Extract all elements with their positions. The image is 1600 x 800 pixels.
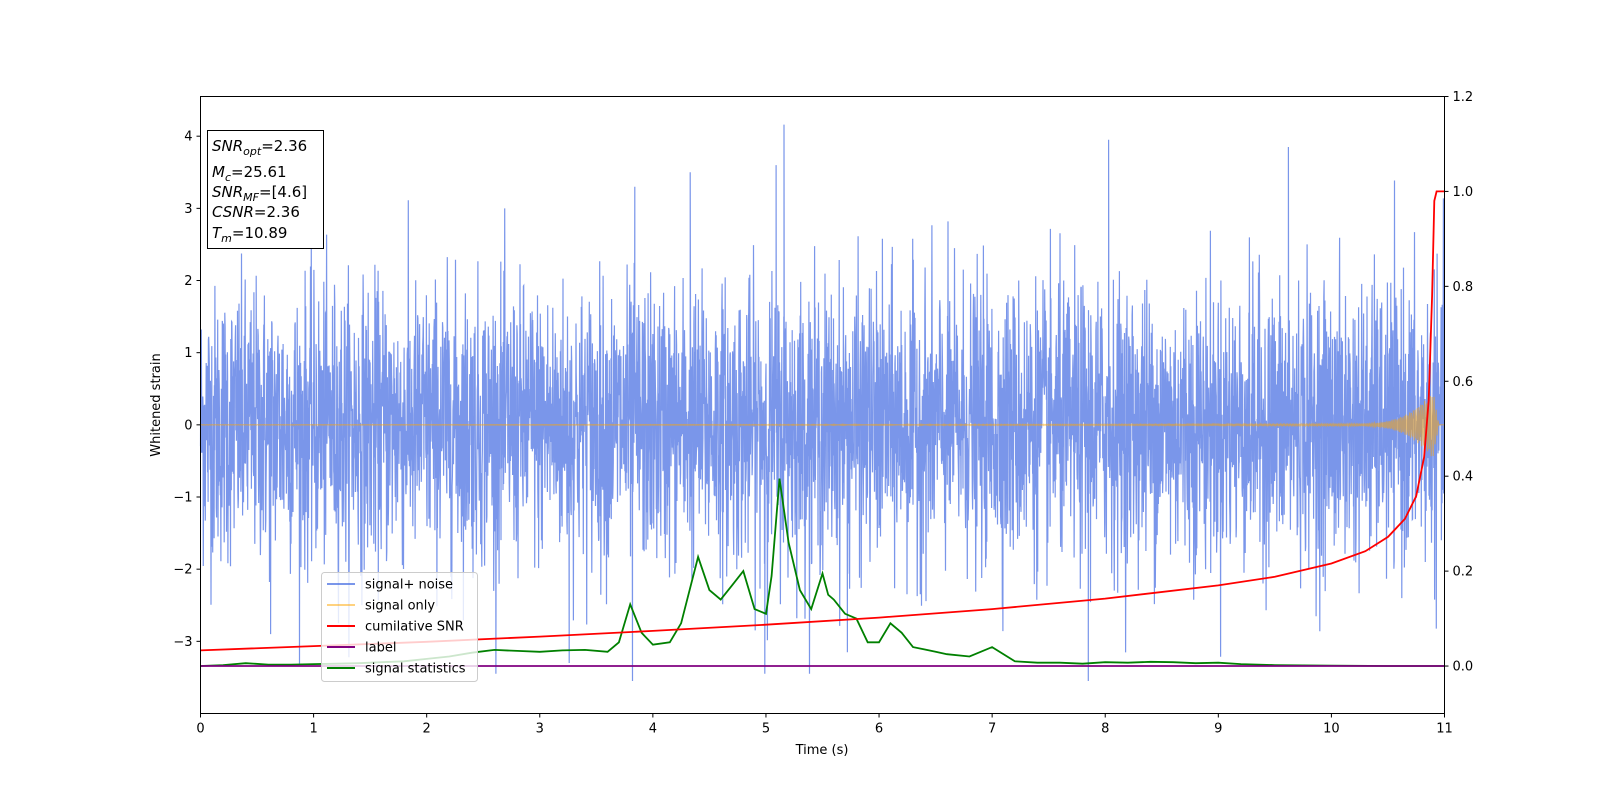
snr-opt-text: SNRopt=2.36 xyxy=(212,137,307,158)
y-axis-right: 1.2 1.0 0.8 0.6 0.4 0.2 0.0 xyxy=(1444,90,1474,675)
x-tick-label: 11 xyxy=(1436,722,1453,737)
x-tick-label: 4 xyxy=(649,722,657,737)
x-tick-label: 10 xyxy=(1323,722,1340,737)
y2-tick-label: 1.2 xyxy=(1453,90,1474,105)
y2-tick-label: 0.0 xyxy=(1453,660,1474,675)
x-tick-label: 2 xyxy=(423,722,431,737)
x-tick-label: 6 xyxy=(875,722,883,737)
annotation-box: SNRopt=2.36 Mc=25.61 SNRMF=[4.6] CSNR=2.… xyxy=(207,130,324,249)
x-axis-label: Time (s) xyxy=(795,743,849,758)
legend: signal+ noise signal only cumilative SNR… xyxy=(321,572,478,682)
y-tick-label: 3 xyxy=(184,202,192,217)
x-tick-label: 9 xyxy=(1214,722,1222,737)
x-tick-label: 3 xyxy=(536,722,544,737)
x-tick-label: 7 xyxy=(988,722,996,737)
y-tick-label: −1 xyxy=(173,491,192,506)
y-axis-label: Whitened strain xyxy=(149,353,164,456)
legend-label-label: label xyxy=(365,641,396,656)
y-tick-label: 1 xyxy=(184,346,192,361)
series-signal-only xyxy=(200,395,1445,457)
series-signal-noise xyxy=(199,124,1446,682)
legend-label-signal-statistics: signal statistics xyxy=(365,662,466,677)
x-tick-label: 1 xyxy=(309,722,317,737)
series-cumilative-snr xyxy=(200,190,1445,652)
tm-text: Tm=10.89 xyxy=(212,224,287,245)
y-axis-left: 4 3 2 1 0 −1 −2 −3 xyxy=(173,130,201,650)
mc-text: Mc=25.61 xyxy=(212,163,287,184)
y-tick-label: −2 xyxy=(173,563,192,578)
x-tick-label: 8 xyxy=(1101,722,1109,737)
y-tick-label: 2 xyxy=(184,274,192,289)
csnr-text: CSNR=2.36 xyxy=(212,203,300,221)
y2-tick-label: 0.4 xyxy=(1453,470,1474,485)
legend-label-signal-noise: signal+ noise xyxy=(365,578,453,593)
y2-tick-label: 1.0 xyxy=(1453,185,1474,200)
y2-tick-label: 0.8 xyxy=(1453,280,1474,295)
x-tick-label: 5 xyxy=(762,722,770,737)
snr-mf-text: SNRMF=[4.6] xyxy=(212,183,307,204)
x-tick-label: 0 xyxy=(196,722,204,737)
y-tick-label: 4 xyxy=(184,130,192,145)
axes-frame xyxy=(200,96,1445,714)
legend-label-signal-only: signal only xyxy=(365,599,435,614)
y2-tick-label: 0.6 xyxy=(1453,375,1474,390)
y-tick-label: 0 xyxy=(184,418,192,433)
y2-tick-label: 0.2 xyxy=(1453,565,1474,580)
legend-label-cumulative-snr: cumilative SNR xyxy=(365,620,464,635)
x-axis: 0 1 2 3 4 5 6 7 8 9 10 11 xyxy=(196,713,1453,737)
y-tick-label: −3 xyxy=(173,635,192,650)
